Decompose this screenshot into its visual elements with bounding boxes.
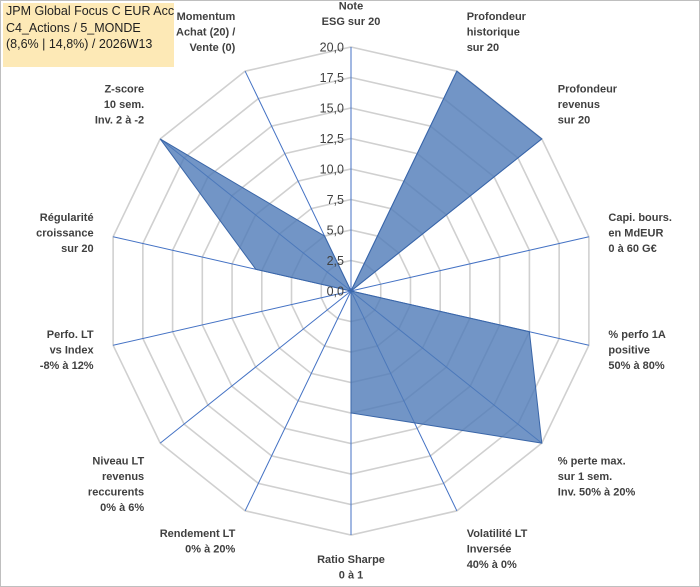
category-label: Régularité croissance sur 20 — [36, 212, 93, 255]
category-label-line: en MdEUR — [608, 228, 663, 240]
category-label-line: 0 à 1 — [339, 570, 363, 582]
spoke — [244, 290, 352, 512]
category-label-line: Volatilité LT — [467, 528, 528, 540]
category-label-line: ESG sur 20 — [322, 16, 381, 28]
category-label-line: revenus — [558, 99, 600, 111]
category-label-line: sur 20 — [558, 115, 590, 127]
category-label-line: reccurents — [88, 486, 144, 498]
fund-stats: (8,6% | 14,8%) / 2026W13 — [6, 37, 153, 51]
category-label-line: 40% à 0% — [467, 559, 517, 571]
category-label: Momentum Achat (20) / Vente (0) — [176, 11, 236, 54]
fund-name: JPM Global Focus C EUR Acc — [6, 4, 175, 18]
tick-label: 20,0 — [320, 41, 344, 55]
category-label-line: Inv. 2 à -2 — [95, 115, 144, 127]
category-label: Note ESG sur 20 — [322, 1, 381, 29]
category-label-line: Capi. bours. — [608, 212, 672, 224]
category-label-line: Momentum — [177, 11, 236, 23]
tick-label: 7,5 — [327, 193, 344, 207]
category-label: Z-score 10 sem. Inv. 2 à -2 — [95, 84, 144, 127]
tick-label: 0,0 — [327, 285, 344, 299]
category-label-line: Note — [339, 1, 363, 13]
category-label: Profondeur revenus sur 20 — [558, 84, 618, 127]
tick-label: 5,0 — [327, 224, 344, 238]
category-label-line: Z-score — [104, 84, 144, 96]
fund-category: C4_Actions / 5_MONDE — [6, 20, 141, 35]
category-label-line: vs Index — [50, 344, 95, 356]
category-label-line: Achat (20) / — [176, 26, 235, 38]
category-label: Rendement LT 0% à 20% — [160, 528, 236, 556]
category-label: Profondeur historique sur 20 — [467, 11, 527, 54]
category-label: Capi. bours. en MdEUR 0 à 60 G€ — [608, 212, 672, 255]
fund-title-box: JPM Global Focus C EUR Acc C4_Actions / … — [3, 3, 174, 67]
category-label-line: Niveau LT — [92, 455, 144, 467]
category-label-line: -8% à 12% — [40, 360, 94, 372]
category-label: Ratio Sharpe 0 à 1 — [317, 554, 385, 582]
category-label-line: 0% à 6% — [100, 502, 144, 514]
category-label-line: sur 1 sem. — [558, 471, 612, 483]
category-label-line: positive — [608, 344, 650, 356]
category-label-line: Inversée — [467, 544, 512, 556]
category-label-line: % perfo 1A — [608, 329, 666, 341]
category-label-line: sur 20 — [61, 243, 93, 255]
category-label-line: sur 20 — [467, 42, 499, 54]
tick-label: 17,5 — [320, 71, 344, 85]
spoke — [159, 290, 352, 444]
series-area — [159, 70, 543, 444]
spoke — [113, 290, 352, 346]
category-label-line: historique — [467, 26, 520, 38]
category-label-line: 0% à 20% — [185, 544, 235, 556]
category-label-line: Inv. 50% à 20% — [558, 486, 636, 498]
tick-label: 15,0 — [320, 102, 344, 116]
tick-label: 12,5 — [320, 132, 344, 146]
category-label-line: croissance — [36, 228, 93, 240]
category-labels: Note ESG sur 20 Profondeur historique sur 20… — [36, 1, 672, 582]
category-label-line: Perfo. LT — [47, 329, 94, 341]
category-label: Volatilité LT Inversée 40% à 0% — [467, 528, 528, 571]
category-label-line: Profondeur — [467, 11, 527, 23]
value-axis-ticks: 0,0 2,5 5,0 7,5 10,0 12,5 15,0 17,5 20,0 — [320, 41, 344, 299]
category-label: Niveau LT revenus reccurents 0% à 6% — [88, 455, 145, 514]
spoke — [350, 236, 589, 292]
category-label: % perfo 1A positive 50% à 80% — [608, 329, 666, 372]
tick-label: 2,5 — [327, 254, 344, 268]
category-label-line: revenus — [102, 471, 144, 483]
category-label-line: 10 sem. — [104, 99, 144, 111]
tick-label: 10,0 — [320, 163, 344, 177]
category-label: % perte max. sur 1 sem. Inv. 50% à 20% — [558, 455, 636, 498]
category-label: Perfo. LT vs Index -8% à 12% — [40, 329, 95, 372]
category-label-line: Vente (0) — [189, 42, 235, 54]
category-label-line: Régularité — [40, 212, 94, 224]
category-label-line: 50% à 80% — [608, 360, 664, 372]
category-label-line: 0 à 60 G€ — [608, 243, 656, 255]
category-label-line: Profondeur — [558, 84, 618, 96]
category-label-line: % perte max. — [558, 455, 626, 467]
category-label-line: Rendement LT — [160, 528, 236, 540]
category-label-line: Ratio Sharpe — [317, 554, 385, 566]
